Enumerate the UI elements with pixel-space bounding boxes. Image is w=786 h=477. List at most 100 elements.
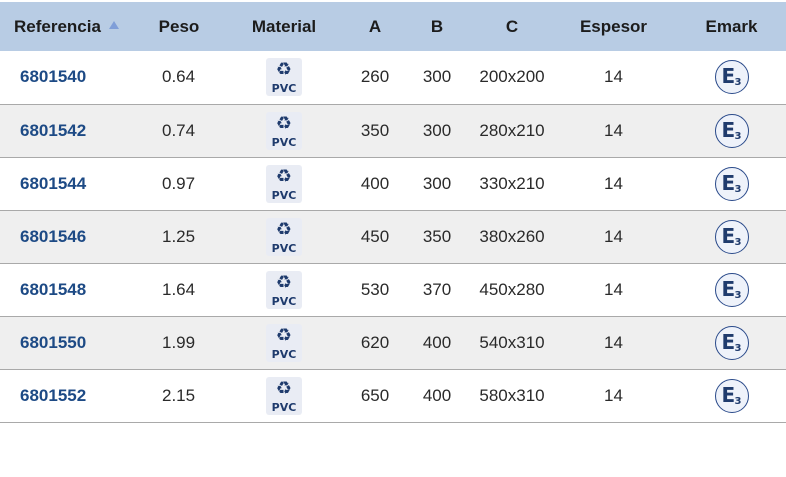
dimension-c-cell: 330x210 xyxy=(479,173,545,193)
emark-letter: E xyxy=(721,223,736,248)
emark-number: 3 xyxy=(734,236,742,248)
dimension-b-cell: 300 xyxy=(422,173,452,193)
reference-link[interactable]: 6801546 xyxy=(20,226,87,246)
reference-link[interactable]: 6801550 xyxy=(20,332,87,352)
column-header-b[interactable]: B xyxy=(430,16,444,36)
weight-cell: 1.64 xyxy=(162,279,196,299)
table-row: 6801552 2.15 ♻ PVC 650 400 580x310 14 E 3 xyxy=(0,369,786,422)
material-cell: ♻ PVC xyxy=(218,210,350,263)
pvc-recycle-icon: ♻ PVC xyxy=(266,164,302,203)
dimension-a-cell: 260 xyxy=(360,67,390,87)
reference-link[interactable]: 6801552 xyxy=(20,385,87,405)
reference-link[interactable]: 6801540 xyxy=(20,67,87,87)
emark-number: 3 xyxy=(734,289,742,301)
dimension-b-cell: 370 xyxy=(422,279,452,299)
dimension-c-cell: 540x310 xyxy=(479,332,545,352)
espesor-cell: 14 xyxy=(604,173,623,193)
table-body: 6801540 0.64 ♻ PVC 260 300 200x200 14 E 3 6801542 0… xyxy=(0,51,786,422)
table-row: 6801540 0.64 ♻ PVC 260 300 200x200 14 E 3 xyxy=(0,51,786,104)
dimension-a-cell: 620 xyxy=(360,332,390,352)
weight-cell: 0.74 xyxy=(162,120,196,140)
emark-number: 3 xyxy=(734,183,742,195)
espesor-cell: 14 xyxy=(604,67,623,87)
recycle-symbol: ♻ xyxy=(275,112,293,134)
column-header-material[interactable]: Material xyxy=(251,16,317,36)
material-cell: ♻ PVC xyxy=(218,104,350,157)
dimension-b-cell: 300 xyxy=(422,67,452,87)
emark-letter: E xyxy=(721,64,736,89)
weight-cell: 0.64 xyxy=(162,67,196,87)
sort-ascending-icon[interactable] xyxy=(108,20,119,29)
dimension-a-cell: 650 xyxy=(360,385,390,405)
material-label: PVC xyxy=(271,241,297,255)
dimension-a-cell: 530 xyxy=(360,279,390,299)
emark-letter: E xyxy=(721,382,736,407)
column-header-referencia[interactable]: Referencia xyxy=(0,2,140,51)
product-table: Referencia Peso Material A B C Espesor E… xyxy=(0,2,786,423)
column-header-c[interactable]: C xyxy=(505,16,519,36)
reference-link[interactable]: 6801548 xyxy=(20,279,87,299)
table-row: 6801542 0.74 ♻ PVC 350 300 280x210 14 E 3 xyxy=(0,104,786,157)
material-cell: ♻ PVC xyxy=(218,316,350,369)
recycle-symbol: ♻ xyxy=(275,218,293,240)
column-header-emark[interactable]: Emark xyxy=(705,16,758,36)
material-label: PVC xyxy=(271,347,297,361)
reference-link[interactable]: 6801544 xyxy=(20,173,87,193)
emark-number: 3 xyxy=(734,342,742,354)
table-row: 6801546 1.25 ♻ PVC 450 350 380x260 14 E 3 xyxy=(0,210,786,263)
dimension-c-cell: 200x200 xyxy=(479,67,545,87)
column-header-espesor[interactable]: Espesor xyxy=(579,16,648,36)
emark-letter: E xyxy=(721,329,736,354)
recycle-symbol: ♻ xyxy=(275,271,293,293)
material-label: PVC xyxy=(271,400,297,414)
dimension-a-cell: 350 xyxy=(360,120,390,140)
emark-number: 3 xyxy=(734,77,742,89)
product-table-container: Referencia Peso Material A B C Espesor E… xyxy=(0,2,786,423)
recycle-symbol: ♻ xyxy=(275,324,293,346)
emark-number: 3 xyxy=(734,395,742,407)
recycle-symbol: ♻ xyxy=(275,377,293,399)
dimension-c-cell: 280x210 xyxy=(479,120,545,140)
weight-cell: 1.25 xyxy=(162,226,196,246)
dimension-c-cell: 380x260 xyxy=(479,226,545,246)
emark-letter: E xyxy=(721,117,736,142)
espesor-cell: 14 xyxy=(604,385,623,405)
espesor-cell: 14 xyxy=(604,279,623,299)
dimension-b-cell: 300 xyxy=(422,120,452,140)
dimension-b-cell: 400 xyxy=(422,332,452,352)
recycle-symbol: ♻ xyxy=(275,165,293,187)
material-label: PVC xyxy=(271,294,297,308)
emark-letter: E xyxy=(721,170,736,195)
material-cell: ♻ PVC xyxy=(218,157,350,210)
pvc-recycle-icon: ♻ PVC xyxy=(266,58,302,97)
pvc-recycle-icon: ♻ PVC xyxy=(266,270,302,309)
espesor-cell: 14 xyxy=(604,332,623,352)
table-header: Referencia Peso Material A B C Espesor E… xyxy=(0,2,786,51)
material-label: PVC xyxy=(271,82,297,96)
table-row: 6801548 1.64 ♻ PVC 530 370 450x280 14 E 3 xyxy=(0,263,786,316)
table-row: 6801544 0.97 ♻ PVC 400 300 330x210 14 E 3 xyxy=(0,157,786,210)
material-label: PVC xyxy=(271,188,297,202)
material-cell: ♻ PVC xyxy=(218,51,350,104)
espesor-cell: 14 xyxy=(604,226,623,246)
weight-cell: 0.97 xyxy=(162,173,196,193)
dimension-a-cell: 450 xyxy=(360,226,390,246)
column-header-a[interactable]: A xyxy=(368,16,382,36)
pvc-recycle-icon: ♻ PVC xyxy=(266,323,302,362)
material-cell: ♻ PVC xyxy=(218,369,350,422)
dimension-c-cell: 580x310 xyxy=(479,385,545,405)
reference-link[interactable]: 6801542 xyxy=(20,120,87,140)
column-header-peso[interactable]: Peso xyxy=(158,16,200,36)
